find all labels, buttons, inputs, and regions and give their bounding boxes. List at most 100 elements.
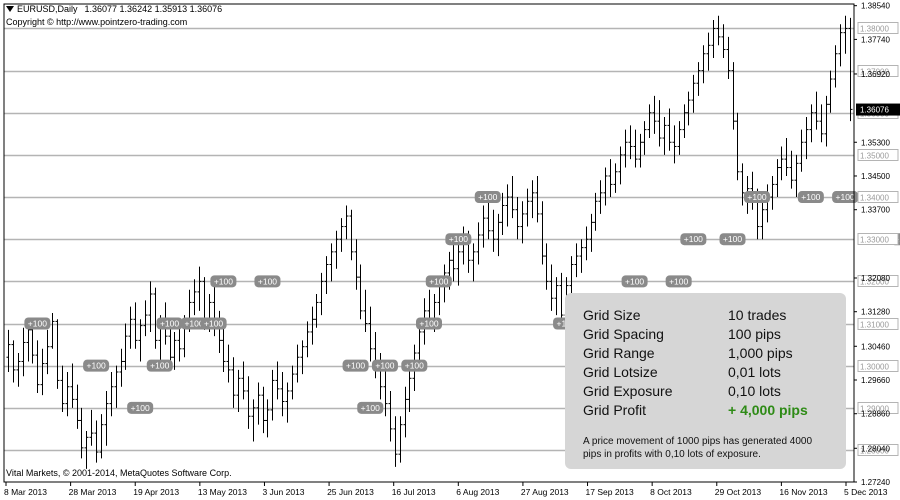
badge-bg xyxy=(416,317,442,330)
ohlc-bar xyxy=(138,319,143,362)
ohlc-values: 1.36077 1.36242 1.35913 1.36076 xyxy=(84,4,223,14)
info-row: Grid Spacing 100 pips xyxy=(583,325,808,344)
ohlc-bar xyxy=(319,272,324,316)
grid-level-tag xyxy=(857,275,899,287)
profit-badge: +100 xyxy=(416,317,442,330)
ohlc-bar xyxy=(726,36,731,80)
badge-bg xyxy=(357,401,384,414)
ohlc-bar xyxy=(403,386,408,438)
ohlc-bar xyxy=(172,331,177,370)
ohlc-bar xyxy=(305,321,310,358)
y-tick-label: 1.38540 xyxy=(861,2,890,11)
ohlc-bar xyxy=(491,209,496,252)
grid-level-tag xyxy=(857,360,899,372)
badge-label: +100 xyxy=(723,234,742,244)
info-row: Grid Range 1,000 pips xyxy=(583,344,808,363)
ohlc-bar xyxy=(657,100,662,147)
ohlc-bar xyxy=(153,287,158,349)
ohlc-bar xyxy=(770,175,775,210)
y-tick-label: 1.27240 xyxy=(861,478,890,487)
ohlc-bar xyxy=(828,70,833,113)
info-value: 0,01 lots xyxy=(728,364,781,380)
ohlc-bar xyxy=(775,159,780,198)
profit-badge: +100 xyxy=(24,317,51,330)
ohlc-bar xyxy=(40,348,45,396)
y-tick-label: 1.36920 xyxy=(861,70,890,79)
ohlc-bar xyxy=(246,376,251,429)
profit-badge: +100 xyxy=(146,359,173,372)
ohlc-bar xyxy=(589,213,594,252)
ohlc-bar xyxy=(280,371,285,417)
badge-label: +100 xyxy=(478,192,497,202)
ohlc-bar xyxy=(388,390,393,442)
ohlc-bar xyxy=(217,310,222,354)
x-tick-label: 5 Dec 2013 xyxy=(844,487,888,497)
ohlc-bar xyxy=(314,294,319,328)
ohlc-bar xyxy=(765,184,770,223)
ohlc-bar xyxy=(574,243,579,278)
ohlc-bar xyxy=(363,289,368,332)
dropdown-triangle-icon[interactable] xyxy=(6,6,14,12)
ohlc-bar xyxy=(275,361,280,400)
ohlc-bar xyxy=(789,150,794,189)
ohlc-bar xyxy=(535,175,540,223)
ohlc-bar xyxy=(540,201,545,265)
ohlc-bar xyxy=(226,344,231,383)
ohlc-bar xyxy=(740,163,745,206)
info-row: Grid Exposure 0,10 lots xyxy=(583,382,808,401)
ohlc-bar xyxy=(344,205,349,240)
ohlc-bar xyxy=(290,365,295,400)
info-value: 0,10 lots xyxy=(728,383,781,399)
badge-bg xyxy=(797,191,824,204)
platform-copyright: Vital Markets, © 2001-2014, MetaQuotes S… xyxy=(6,468,232,478)
y-tick-label: 1.37740 xyxy=(861,35,890,44)
ohlc-bar xyxy=(393,416,398,467)
profit-badge: +100 xyxy=(127,401,154,414)
badge-bg xyxy=(474,191,501,204)
profit-badge: +100 xyxy=(210,275,237,288)
badge-label: +100 xyxy=(160,319,179,329)
profit-badge: +100 xyxy=(83,359,110,372)
ohlc-bar xyxy=(119,348,124,387)
grid-stats-table: Grid Size 10 trades Grid Spacing 100 pips Gr… xyxy=(583,306,808,420)
x-tick-label: 19 Apr 2013 xyxy=(133,487,179,497)
ohlc-bar xyxy=(544,243,549,290)
ohlc-bar xyxy=(285,382,290,423)
badge-label: +100 xyxy=(28,319,47,329)
y-tick-label: 1.31280 xyxy=(861,308,890,317)
grid-level-label: 1.34000 xyxy=(860,194,889,203)
grid-level-tag xyxy=(857,233,899,245)
ohlc-bar xyxy=(89,409,94,446)
grid-level-tag xyxy=(857,191,899,203)
ohlc-bar xyxy=(6,329,11,372)
ohlc-bar xyxy=(256,382,261,425)
ohlc-bar xyxy=(486,197,491,240)
info-row: Grid Size 10 trades xyxy=(583,306,808,325)
ohlc-bar xyxy=(579,239,584,273)
badge-bg xyxy=(181,317,208,330)
grid-level-tag xyxy=(857,318,899,330)
ohlc-bar xyxy=(94,420,99,463)
ohlc-bar xyxy=(584,226,589,261)
ohlc-bar xyxy=(324,256,329,295)
grid-level-tag xyxy=(857,149,899,161)
ohlc-bar xyxy=(55,319,60,389)
ohlc-bar xyxy=(109,371,114,417)
grid-note: A price movement of 1000 pips has genera… xyxy=(583,436,813,460)
ohlc-bar xyxy=(354,239,359,290)
ohlc-bar xyxy=(662,116,667,155)
badge-label: +100 xyxy=(184,319,203,329)
info-row: Grid Profit + 4,000 pips xyxy=(583,401,808,420)
y-tick-label: 1.33700 xyxy=(861,206,890,215)
ohlc-bar xyxy=(251,399,256,442)
info-row: Grid Lotsize 0,01 lots xyxy=(583,363,808,382)
badge-bg xyxy=(254,275,281,288)
badge-bg xyxy=(401,359,428,372)
ohlc-bar xyxy=(383,369,388,417)
x-tick-label: 17 Sep 2013 xyxy=(586,487,634,497)
badge-bg xyxy=(83,359,110,372)
ohlc-bar xyxy=(481,205,486,248)
ohlc-bar xyxy=(667,108,672,151)
